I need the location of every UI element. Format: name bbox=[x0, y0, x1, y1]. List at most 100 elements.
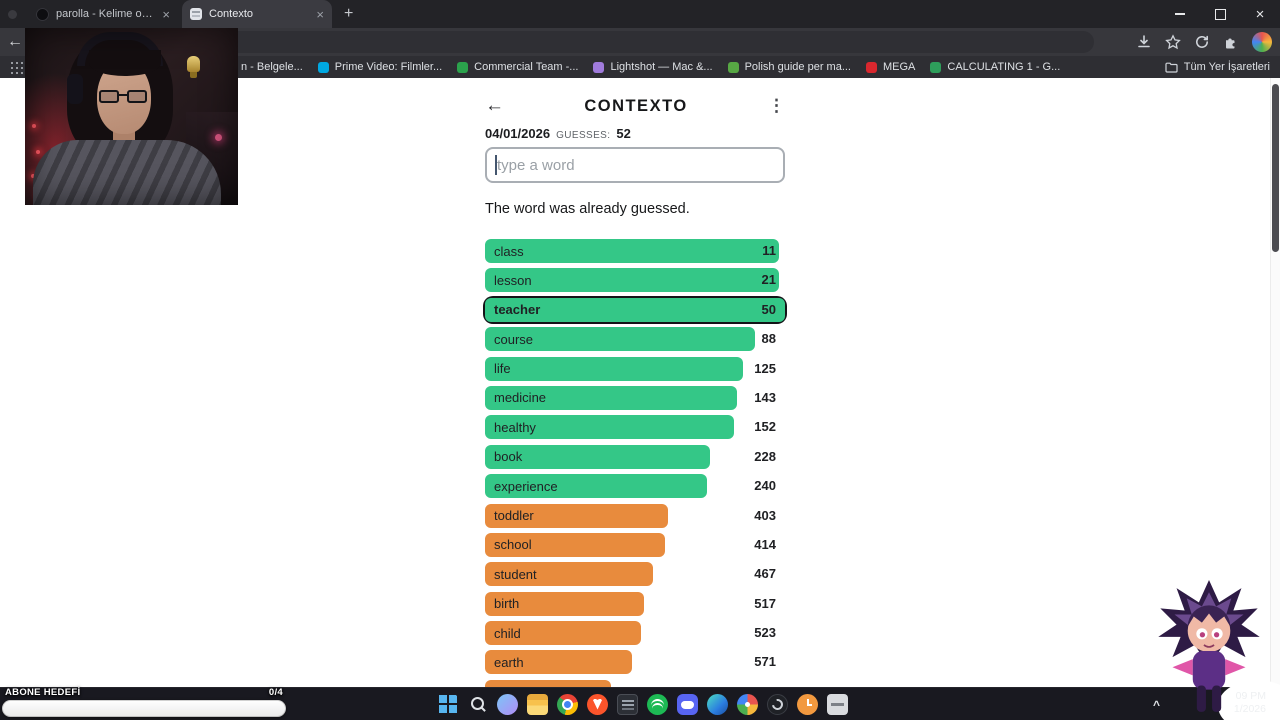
contexto-page: ← CONTEXTO ⋮ 04/01/2026 GUESSES: 52 The … bbox=[0, 78, 1280, 688]
bookmark-favicon bbox=[317, 61, 329, 73]
guess-rank: 125 bbox=[754, 360, 776, 376]
bookmark-item[interactable]: Commercial Team -... bbox=[457, 61, 578, 73]
streamer-hair bbox=[67, 34, 173, 160]
sub-goal-label: ABONE HEDEFİ bbox=[5, 687, 81, 698]
toolbar-actions bbox=[1136, 28, 1272, 56]
bookmark-item[interactable]: n - Belgele... bbox=[241, 61, 303, 73]
taskbar-icon-brave[interactable] bbox=[587, 693, 608, 715]
bookmark-favicon bbox=[930, 61, 942, 73]
minimize-icon bbox=[1175, 13, 1185, 15]
guess-rank: 88 bbox=[761, 331, 776, 347]
bookmark-label: n - Belgele... bbox=[241, 61, 303, 73]
bookmark-label: MEGA bbox=[882, 61, 916, 73]
game-info: 04/01/2026 GUESSES: 52 bbox=[485, 126, 785, 142]
tab-contexto[interactable]: Contexto × bbox=[182, 0, 332, 28]
bookmark-label: Polish guide per ma... bbox=[744, 61, 851, 73]
browser-back-button[interactable]: ← bbox=[7, 33, 23, 50]
guess-bar: lesson bbox=[485, 268, 779, 293]
tab-title: parolla - Kelime oyunu. Günlü... bbox=[56, 8, 155, 20]
guess-row: birth 517 bbox=[485, 591, 785, 616]
scrollbar-thumb[interactable] bbox=[1272, 84, 1279, 252]
guess-row: medicine 143 bbox=[485, 385, 785, 410]
guess-row: earth 571 bbox=[485, 650, 785, 675]
taskbar-icon-start[interactable] bbox=[437, 693, 458, 715]
bookmark-item[interactable]: Lightshot — Mac &... bbox=[593, 61, 713, 73]
word-input[interactable] bbox=[485, 147, 785, 183]
guess-rank: 21 bbox=[761, 272, 776, 288]
all-bookmarks-button[interactable]: Tüm Yer İşaretleri bbox=[1165, 56, 1270, 78]
led-light bbox=[32, 124, 36, 128]
tray-chevron-icon[interactable]: ^ bbox=[1152, 698, 1160, 712]
taskbar-icon-terminal[interactable] bbox=[617, 693, 638, 715]
bookmark-label: Prime Video: Filmler... bbox=[334, 61, 443, 73]
guess-row: book 228 bbox=[485, 444, 785, 469]
game-date: 04/01/2026 bbox=[485, 126, 551, 141]
minimize-button[interactable] bbox=[1160, 0, 1200, 28]
bookmark-item[interactable]: CALCULATING 1 - G... bbox=[930, 61, 1060, 73]
page-scrollbar bbox=[1270, 78, 1280, 688]
game-menu-icon[interactable]: ⋮ bbox=[768, 96, 785, 115]
bookmark-item[interactable]: Prime Video: Filmler... bbox=[317, 61, 443, 73]
sub-goal-count: 0/4 bbox=[268, 687, 283, 698]
guess-row bbox=[485, 679, 785, 688]
guess-word: earth bbox=[494, 654, 524, 670]
taskbar-icon-file-explorer[interactable] bbox=[527, 693, 548, 715]
guess-bar: birth bbox=[485, 591, 644, 616]
guess-row: healthy 152 bbox=[485, 415, 785, 440]
window-icon bbox=[8, 9, 17, 19]
guess-row: life 125 bbox=[485, 356, 785, 381]
guess-rank: 523 bbox=[754, 625, 776, 641]
guess-rank: 50 bbox=[761, 301, 776, 317]
apps-grid-icon[interactable] bbox=[11, 62, 13, 64]
guess-bar: teacher bbox=[485, 297, 785, 322]
taskbar-clock[interactable]: 09 PM 1/2026 bbox=[1234, 690, 1266, 716]
history-sync-icon[interactable] bbox=[1194, 34, 1210, 50]
taskbar-icon-ups-widget[interactable] bbox=[827, 693, 848, 715]
taskbar-icon-spotify[interactable] bbox=[647, 693, 668, 715]
taskbar-icon-discord[interactable] bbox=[677, 693, 698, 715]
taskbar-icon-chrome[interactable] bbox=[557, 693, 578, 715]
guess-word: teacher bbox=[494, 302, 541, 318]
taskbar-icon-clock-widget[interactable] bbox=[797, 693, 818, 715]
bookmark-item[interactable]: Polish guide per ma... bbox=[727, 61, 851, 73]
tab-close-icon[interactable]: × bbox=[316, 6, 324, 22]
profile-avatar[interactable] bbox=[1252, 32, 1272, 52]
downloads-icon[interactable] bbox=[1136, 34, 1152, 50]
guess-rank: 228 bbox=[754, 448, 776, 464]
bookmark-label: Lightshot — Mac &... bbox=[610, 61, 713, 73]
bookmark-star-icon[interactable] bbox=[1165, 34, 1181, 50]
taskbar-icon-obs[interactable] bbox=[767, 693, 788, 715]
guess-row: class 11 bbox=[485, 239, 785, 263]
bookmark-item[interactable]: MEGA bbox=[865, 61, 916, 73]
guess-word: experience bbox=[494, 478, 558, 494]
extensions-icon[interactable] bbox=[1223, 34, 1239, 50]
taskbar-icon-photos[interactable] bbox=[737, 693, 758, 715]
sub-goal-widget: ABONE HEDEFİ 0/4 bbox=[2, 687, 286, 717]
guess-word: school bbox=[494, 537, 532, 553]
bookmarks-bar: n - Belgele... Prime Video: Filmler... C… bbox=[0, 56, 1280, 78]
address-bar[interactable] bbox=[36, 31, 1094, 53]
new-tab-button[interactable]: + bbox=[344, 5, 354, 22]
taskbar-icon-edge[interactable] bbox=[707, 693, 728, 715]
headphone-cup bbox=[67, 74, 83, 104]
bookmark-favicon bbox=[593, 61, 605, 73]
led-light bbox=[36, 150, 40, 154]
close-button[interactable]: × bbox=[1240, 0, 1280, 28]
guess-bar: class bbox=[485, 239, 779, 263]
tab-close-icon[interactable]: × bbox=[162, 6, 170, 22]
guess-bar: student bbox=[485, 562, 653, 587]
guess-bar: child bbox=[485, 621, 641, 646]
guess-row: course 88 bbox=[485, 327, 785, 352]
guess-rank: 414 bbox=[754, 536, 776, 552]
guess-word: healthy bbox=[494, 419, 536, 435]
game-message: The word was already guessed. bbox=[485, 201, 690, 217]
tab-parolla[interactable]: parolla - Kelime oyunu. Günlü... × bbox=[28, 0, 178, 28]
taskbar-icon-search[interactable] bbox=[467, 694, 488, 715]
bookmark-favicon bbox=[727, 61, 739, 73]
hair-fringe bbox=[89, 50, 161, 76]
taskbar-icon-copilot[interactable] bbox=[497, 693, 518, 715]
guess-word: student bbox=[494, 566, 537, 582]
maximize-button[interactable] bbox=[1200, 0, 1240, 28]
game-back-icon[interactable]: ← bbox=[485, 95, 504, 116]
guess-word: life bbox=[494, 361, 511, 377]
